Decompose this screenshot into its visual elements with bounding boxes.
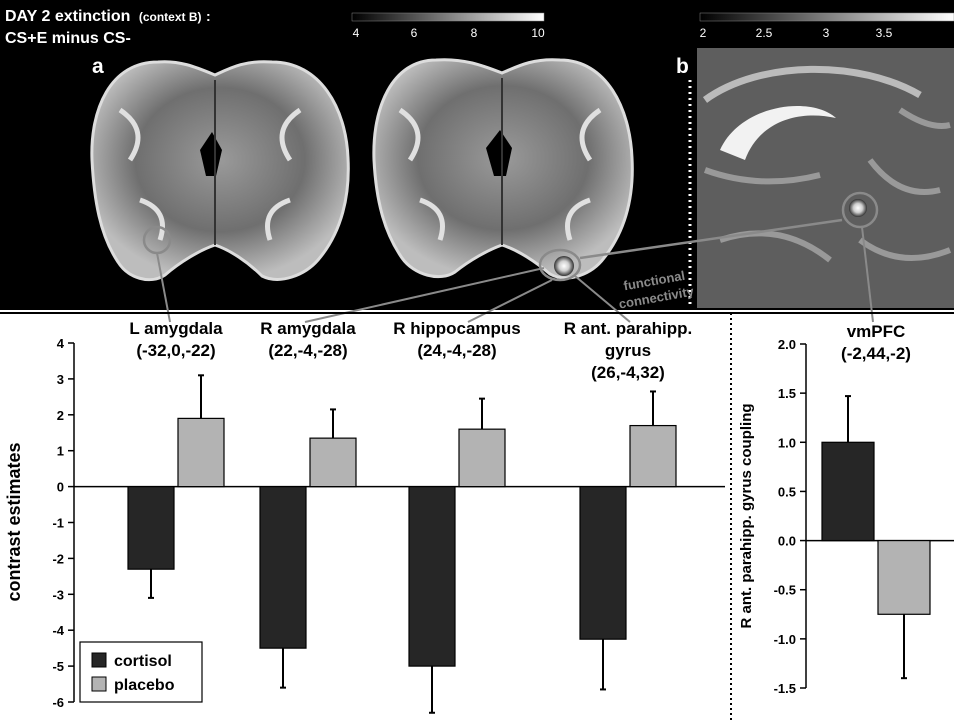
y-tick-label: 1: [57, 444, 64, 459]
bar-cortisol: [127, 486, 175, 570]
category-coords: (22,-4,-28): [268, 341, 347, 360]
colorbar-b-ticks: 2 2.5 3 3.5: [700, 26, 893, 40]
colorbar-a-tick: 10: [531, 26, 545, 40]
y-tick-label: 2.0: [778, 337, 796, 352]
legend-swatch-placebo: [91, 676, 107, 692]
y-tick-label: 4: [57, 336, 65, 351]
category-label: R hippocampus: [393, 319, 521, 338]
colorbar-a-tick: 8: [471, 26, 478, 40]
activation-blob-r-hippocampus: [554, 256, 574, 276]
panel-b-label: b: [676, 55, 689, 78]
y-tick-label: 3: [57, 372, 64, 387]
bar-placebo: [877, 539, 931, 615]
colorbar-b-tick: 2.5: [756, 26, 773, 40]
activation-blob-vmpfc: [849, 199, 867, 217]
category-coords: (24,-4,-28): [417, 341, 496, 360]
category-label: R amygdala: [260, 319, 356, 338]
y-tick-label: -0.5: [774, 583, 796, 598]
sagittal-slice: [697, 48, 954, 308]
y-axis-label: R ant. parahipp. gyrus coupling: [738, 403, 755, 628]
chart-contrast-estimates: 4 3 2 1 0 -1 -2 -3 -4 -5 -6 contrast estimates L amy…: [4, 319, 725, 714]
bar-cortisol: [821, 441, 875, 542]
colorbar-b-tick: 3: [823, 26, 830, 40]
colorbar-a-ticks: 4 6 8 10: [353, 26, 545, 40]
colorbar-b: [699, 12, 954, 22]
y-tick-label: 0.0: [778, 534, 796, 549]
bar-placebo: [458, 428, 506, 488]
legend-label-cortisol: cortisol: [114, 653, 172, 670]
y-tick-label: 2: [57, 408, 64, 423]
y-tick-label: -1.0: [774, 632, 796, 647]
legend-box: [79, 641, 203, 703]
legend-label-placebo: placebo: [114, 677, 175, 694]
connectivity-line: [579, 218, 843, 260]
bar-cortisol: [259, 486, 307, 649]
svg-text:DAY 2 extinction (contex: DAY 2 extinction (context B) :: [5, 8, 211, 25]
y-tick-label: 1.5: [778, 386, 796, 401]
roi-circle-vmpfc: [841, 191, 879, 229]
bar-placebo: [177, 417, 225, 488]
colorbar-b-tick: 3.5: [876, 26, 893, 40]
category-coords: (-2,44,-2): [841, 344, 911, 363]
legend: cortisol placebo: [79, 641, 203, 703]
y-tick-label: -1: [52, 516, 64, 531]
category-label: vmPFC: [847, 322, 906, 341]
y-tick-label: -6: [52, 695, 64, 710]
colorbar-b-tick: 2: [700, 26, 707, 40]
colorbar-a-tick: 4: [353, 26, 360, 40]
title-context: (context B): [139, 10, 202, 24]
panel-a-label: a: [92, 55, 104, 78]
category-label: L amygdala: [129, 319, 223, 338]
y-tick-label: -4: [52, 623, 64, 638]
roi-circle-r-mtl: [538, 248, 582, 282]
y-tick-label: -2: [52, 551, 64, 566]
bar-cortisol: [579, 486, 627, 640]
title-block: DAY 2 extinction (context B) : CS+E minu…: [5, 8, 211, 47]
y-tick-label: 0.5: [778, 484, 796, 499]
y-tick-label: -5: [52, 659, 64, 674]
y-tick-label: -1.5: [774, 681, 796, 696]
chart-coupling: 2.0 1.5 1.0 0.5 0.0 -0.5 -1.0 -1.5 R ant. parahi…: [738, 322, 954, 696]
title-colon: :: [206, 8, 211, 24]
legend-swatch-cortisol: [91, 652, 107, 668]
y-axis-label: contrast estimates: [4, 442, 24, 601]
category-label: R ant. parahipp.: [564, 319, 692, 338]
bar-placebo: [629, 424, 677, 488]
category-coords: (-32,0,-22): [136, 341, 215, 360]
colorbar-a: [351, 12, 545, 22]
category-coords: (26,-4,32): [591, 363, 665, 382]
coronal-slice-left: [90, 60, 350, 281]
category-label-line2: gyrus: [605, 341, 651, 360]
y-tick-label: -3: [52, 587, 64, 602]
colorbar-a-tick: 6: [411, 26, 418, 40]
bar-cortisol: [408, 486, 456, 667]
coronal-slice-right: [372, 58, 634, 282]
y-tick-label: 1.0: [778, 435, 796, 450]
title-line2: CS+E minus CS-: [5, 30, 131, 47]
y-tick-label: 0: [57, 480, 64, 495]
bar-placebo: [309, 437, 357, 488]
title-line1: DAY 2 extinction: [5, 8, 130, 25]
